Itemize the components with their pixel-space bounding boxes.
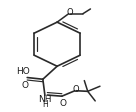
Text: HO: HO [16,67,30,76]
Text: O: O [73,84,79,93]
Text: O: O [21,80,29,89]
Text: O: O [59,98,66,107]
Text: O: O [67,8,73,17]
Text: H: H [42,99,48,108]
Text: NH: NH [38,94,52,103]
